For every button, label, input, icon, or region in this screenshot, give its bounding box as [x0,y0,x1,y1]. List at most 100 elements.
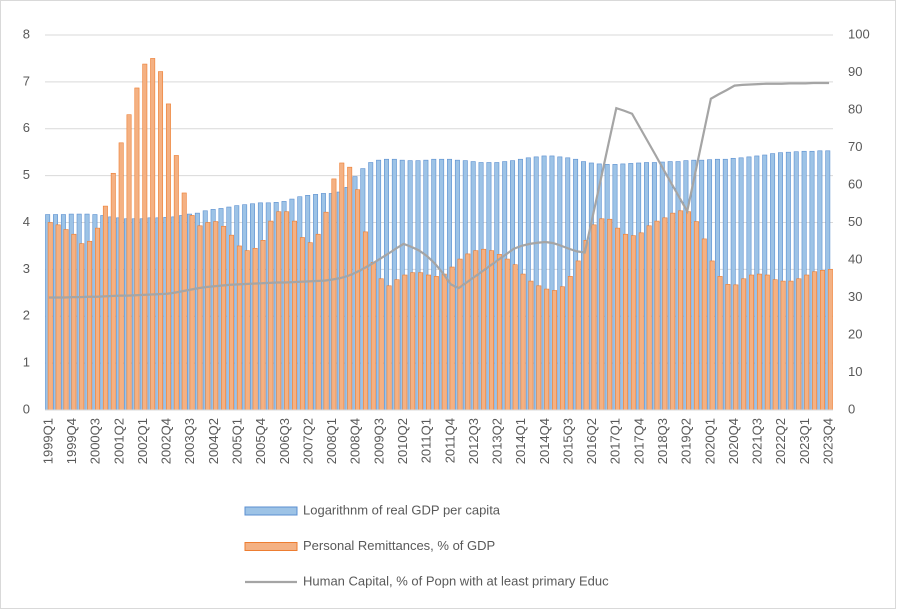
x-tick-label: 2008Q1 [324,418,339,464]
x-tick-label: 2006Q3 [277,418,292,464]
bar [347,166,353,411]
bar [544,288,550,411]
bar [229,234,234,411]
bar [686,211,691,411]
bar [812,271,818,411]
bar [158,71,164,411]
bar [567,276,573,411]
x-tick-label: 2014Q1 [513,418,528,464]
x-tick-label: 2018Q3 [655,418,670,464]
bar [615,227,621,411]
bar [559,286,565,411]
bar [457,258,463,411]
bar [165,103,171,411]
x-tick-label: 2001Q2 [111,418,126,464]
x-tick-label: 2012Q3 [466,418,481,464]
bar [252,247,258,411]
bar [173,155,179,411]
bar [701,238,707,411]
bar [386,285,392,411]
bar [362,231,368,411]
bar [820,270,825,411]
bar [189,215,195,411]
bar [796,278,802,411]
bar [418,272,424,411]
bar [638,232,644,411]
bar [623,233,628,411]
x-tick-label: 2000Q3 [88,418,103,464]
y-tick-label: 4 [23,214,30,229]
x-tick-label: 1999Q4 [64,418,79,464]
bar [268,220,274,411]
x-tick-label: 2017Q4 [631,418,646,464]
bar [756,273,762,411]
x-tick-label: 2015Q3 [560,418,575,464]
bar [134,87,140,411]
bar [496,254,502,411]
bar [110,172,116,411]
bar [102,205,108,411]
bar [355,189,361,411]
bar [512,264,518,411]
bar [670,212,676,411]
bar [827,269,833,411]
x-tick-label: 2020Q4 [726,418,741,464]
x-tick-label: 2019Q2 [679,418,694,464]
bar [772,279,778,411]
bar [284,211,290,411]
x-tick-label: 2002Q1 [135,418,150,464]
x-tick-label: 2009Q3 [371,418,386,464]
bar [725,284,731,411]
bar [520,273,526,411]
y-tick-label: 8 [23,26,30,41]
x-tick-label: 2008Q4 [348,418,363,464]
bar [441,273,447,411]
y2-tick-label: 0 [848,401,855,416]
y2-tick-label: 20 [848,326,862,341]
legend-swatch [244,542,298,551]
y-tick-label: 1 [23,355,30,370]
bar [95,227,100,411]
x-tick-label: 2005Q4 [253,418,268,464]
bar [536,285,542,411]
bar [142,63,148,411]
x-tick-label: 2016Q2 [584,418,599,464]
bar [292,220,297,411]
bar [646,225,652,411]
x-tick-label: 2010Q2 [395,418,410,464]
bar [654,220,660,411]
x-tick-label: 2023Q4 [820,418,835,464]
bar [709,260,715,411]
y2-tick-label: 10 [848,364,862,379]
bar [662,217,668,411]
y-tick-label: 2 [23,308,30,323]
bar [47,222,53,411]
bar [221,225,227,411]
y-tick-label: 0 [23,401,30,416]
bar [433,276,439,411]
bar [276,211,282,411]
x-tick-label: 2011Q4 [442,418,457,463]
bar [205,222,211,411]
y-tick-label: 7 [23,73,30,88]
bar [741,278,747,411]
x-tick-label: 2021Q3 [750,418,765,464]
x-tick-label: 2007Q2 [300,418,315,464]
bar [804,274,810,411]
x-tick-label: 1999Q1 [40,418,55,464]
bar [575,260,581,411]
bar [55,224,61,411]
bar [678,210,684,411]
bar [481,248,487,411]
bar [717,276,723,411]
bar [87,240,93,411]
x-tick-label: 2022Q2 [773,418,788,464]
x-tick-label: 2011Q1 [419,418,434,463]
bar [244,250,250,411]
bar [788,280,794,411]
x-tick-label: 2004Q2 [206,418,221,464]
bar [150,58,156,411]
x-tick-label: 2023Q1 [797,418,812,464]
bar [197,225,203,411]
bar [370,262,376,411]
